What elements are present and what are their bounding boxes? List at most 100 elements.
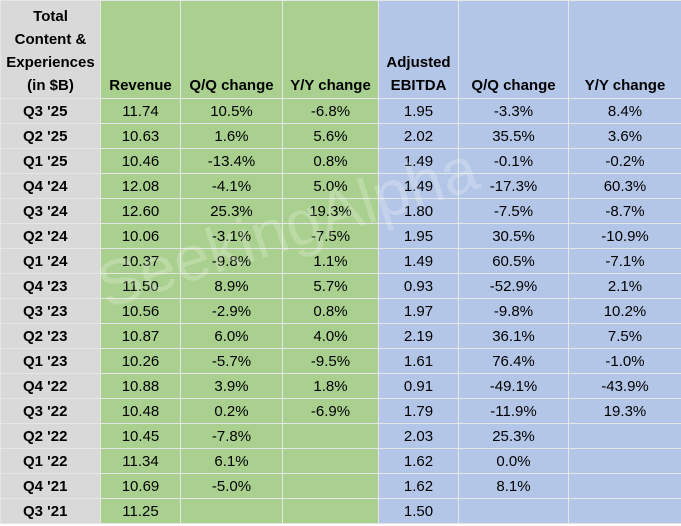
row-label: Q1 '24 bbox=[0, 248, 101, 274]
table-cell bbox=[282, 423, 379, 449]
table-cell: 5.7% bbox=[282, 273, 379, 299]
row-label: Q1 '23 bbox=[0, 348, 101, 374]
table-cell: 10.37 bbox=[100, 248, 181, 274]
table-cell: 12.60 bbox=[100, 198, 181, 224]
table-cell: 8.1% bbox=[458, 473, 569, 499]
table-cell: 0.93 bbox=[378, 273, 459, 299]
table-cell: 10.26 bbox=[100, 348, 181, 374]
table-cell: -52.9% bbox=[458, 273, 569, 299]
table-cell: 25.3% bbox=[180, 198, 283, 224]
table-cell: 5.6% bbox=[282, 123, 379, 149]
row-label: Q4 '24 bbox=[0, 173, 101, 199]
table-cell: -7.8% bbox=[180, 423, 283, 449]
table-cell: 0.8% bbox=[282, 298, 379, 324]
table-cell: -6.8% bbox=[282, 98, 379, 124]
table-cell: 1.49 bbox=[378, 148, 459, 174]
table-cell: 10.46 bbox=[100, 148, 181, 174]
column-header: Q/Q change bbox=[458, 0, 569, 99]
table-row: Q3 '25 11.74 10.5% -6.8% 1.95 -3.3% 8.4% bbox=[0, 98, 681, 124]
table-cell: 1.97 bbox=[378, 298, 459, 324]
table-cell: 10.56 bbox=[100, 298, 181, 324]
column-header: Y/Y change bbox=[568, 0, 681, 99]
table-cell: 4.0% bbox=[282, 323, 379, 349]
table-cell: 2.02 bbox=[378, 123, 459, 149]
row-label: Q2 '24 bbox=[0, 223, 101, 249]
table-cell: -10.9% bbox=[568, 223, 681, 249]
table-row: Q1 '24 10.37 -9.8% 1.1% 1.49 60.5% -7.1% bbox=[0, 248, 681, 274]
table-cell bbox=[568, 473, 681, 499]
table-cell: 10.88 bbox=[100, 373, 181, 399]
table-cell: 1.62 bbox=[378, 473, 459, 499]
column-header: Adjusted EBITDA bbox=[378, 0, 459, 99]
table-cell: 1.50 bbox=[378, 498, 459, 524]
table-cell: 0.91 bbox=[378, 373, 459, 399]
table-cell: -13.4% bbox=[180, 148, 283, 174]
table-cell: 35.5% bbox=[458, 123, 569, 149]
table-cell: 60.5% bbox=[458, 248, 569, 274]
table-cell: -9.8% bbox=[458, 298, 569, 324]
table-row: Q2 '23 10.87 6.0% 4.0% 2.19 36.1% 7.5% bbox=[0, 323, 681, 349]
table-row: Q1 '23 10.26 -5.7% -9.5% 1.61 76.4% -1.0% bbox=[0, 348, 681, 374]
table-cell: 30.5% bbox=[458, 223, 569, 249]
table-cell: -7.1% bbox=[568, 248, 681, 274]
table-cell: 10.5% bbox=[180, 98, 283, 124]
column-header: Revenue bbox=[100, 0, 181, 99]
table-cell: 11.50 bbox=[100, 273, 181, 299]
table-cell: 2.19 bbox=[378, 323, 459, 349]
table-cell: -4.1% bbox=[180, 173, 283, 199]
row-label: Q2 '22 bbox=[0, 423, 101, 449]
table-row: Q4 '23 11.50 8.9% 5.7% 0.93 -52.9% 2.1% bbox=[0, 273, 681, 299]
table-cell: 0.8% bbox=[282, 148, 379, 174]
table-cell: 1.49 bbox=[378, 248, 459, 274]
table-cell: 10.2% bbox=[568, 298, 681, 324]
table-row: Q3 '21 11.25 1.50 bbox=[0, 498, 681, 524]
table-cell: 25.3% bbox=[458, 423, 569, 449]
table-cell: 10.06 bbox=[100, 223, 181, 249]
table-row: Q2 '25 10.63 1.6% 5.6% 2.02 35.5% 3.6% bbox=[0, 123, 681, 149]
table-cell bbox=[282, 473, 379, 499]
row-label: Q3 '24 bbox=[0, 198, 101, 224]
row-label: Q4 '21 bbox=[0, 473, 101, 499]
table-cell: 11.34 bbox=[100, 448, 181, 474]
table-cell: -2.9% bbox=[180, 298, 283, 324]
table-cell bbox=[568, 448, 681, 474]
table-cell: 10.45 bbox=[100, 423, 181, 449]
header-row: Total Content & Experiences (in $B) Reven… bbox=[0, 0, 681, 99]
table-cell: 6.1% bbox=[180, 448, 283, 474]
table-cell bbox=[282, 448, 379, 474]
table-cell bbox=[282, 498, 379, 524]
table-row: Q3 '23 10.56 -2.9% 0.8% 1.97 -9.8% 10.2% bbox=[0, 298, 681, 324]
table-cell: -6.9% bbox=[282, 398, 379, 424]
table-cell: 3.9% bbox=[180, 373, 283, 399]
table-row: Q4 '22 10.88 3.9% 1.8% 0.91 -49.1% -43.9% bbox=[0, 373, 681, 399]
table-cell: -0.2% bbox=[568, 148, 681, 174]
table-cell: -7.5% bbox=[282, 223, 379, 249]
table-row: Q1 '25 10.46 -13.4% 0.8% 1.49 -0.1% -0.2% bbox=[0, 148, 681, 174]
row-label: Q3 '22 bbox=[0, 398, 101, 424]
table-cell: 1.95 bbox=[378, 98, 459, 124]
table-cell: 10.48 bbox=[100, 398, 181, 424]
table-cell: 12.08 bbox=[100, 173, 181, 199]
table-row: Q4 '24 12.08 -4.1% 5.0% 1.49 -17.3% 60.3% bbox=[0, 173, 681, 199]
table-cell: 0.2% bbox=[180, 398, 283, 424]
table-row: Q4 '21 10.69 -5.0% 1.62 8.1% bbox=[0, 473, 681, 499]
table-cell: -3.3% bbox=[458, 98, 569, 124]
table-row: Q2 '24 10.06 -3.1% -7.5% 1.95 30.5% -10.9% bbox=[0, 223, 681, 249]
table-cell: 60.3% bbox=[568, 173, 681, 199]
table-cell: 1.49 bbox=[378, 173, 459, 199]
table-cell: 3.6% bbox=[568, 123, 681, 149]
table-cell: 5.0% bbox=[282, 173, 379, 199]
table-cell: -9.8% bbox=[180, 248, 283, 274]
table-cell: 2.1% bbox=[568, 273, 681, 299]
column-header: Y/Y change bbox=[282, 0, 379, 99]
table-cell: -3.1% bbox=[180, 223, 283, 249]
table-cell: 1.1% bbox=[282, 248, 379, 274]
row-label: Q2 '23 bbox=[0, 323, 101, 349]
row-label: Q4 '23 bbox=[0, 273, 101, 299]
table-row: Q3 '22 10.48 0.2% -6.9% 1.79 -11.9% 19.3% bbox=[0, 398, 681, 424]
table-cell: 6.0% bbox=[180, 323, 283, 349]
table-cell: -43.9% bbox=[568, 373, 681, 399]
table-cell: 1.62 bbox=[378, 448, 459, 474]
